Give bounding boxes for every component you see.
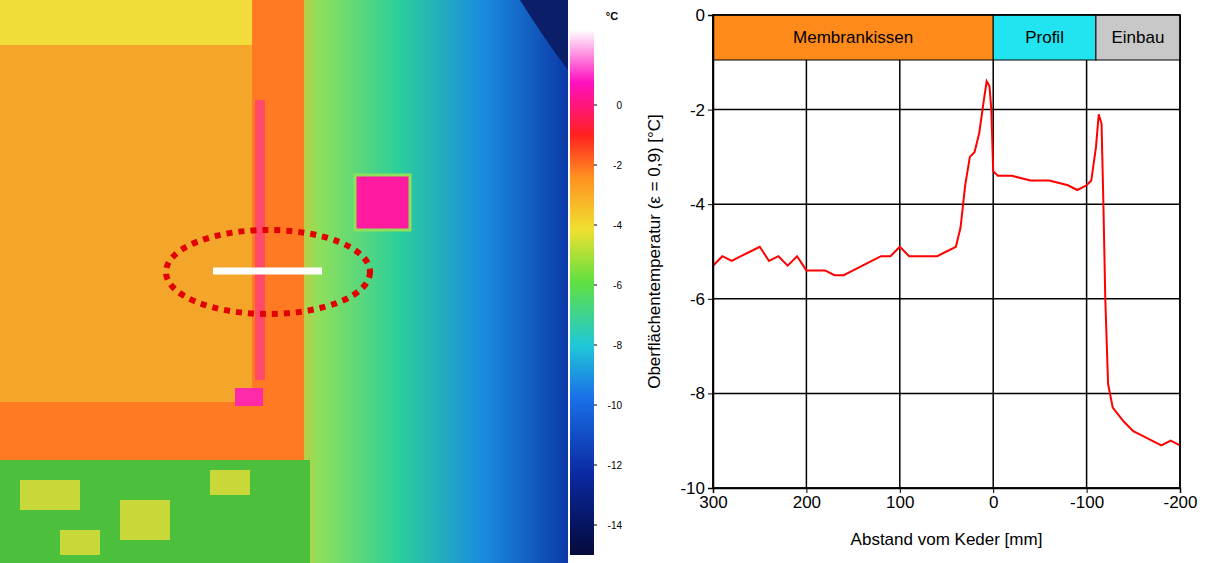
x-tick-label: 0 [989, 493, 998, 512]
y-axis: -10 -8 -6 -4 -2 0 [680, 6, 713, 498]
y-axis-title: Oberflächentemperatur (ε = 0,9) [°C] [645, 114, 664, 389]
colorbar-label: °C [606, 10, 618, 22]
colorbar-tick [594, 345, 597, 346]
thermal-patch [20, 480, 80, 510]
band [993, 15, 1096, 60]
y-tick-label: -6 [690, 290, 705, 309]
colorbar-tick [594, 225, 597, 226]
grid-line-x [1086, 15, 1088, 488]
thermal-frame-h [0, 402, 304, 460]
x-tick: -100 [1070, 488, 1104, 512]
x-tick-label: -200 [1163, 493, 1197, 512]
y-tick-label: -8 [690, 384, 705, 403]
line-chart: MembrankissenProfilEinbau3002001000-100-… [645, 6, 1198, 549]
x-axis-title: Abstand vom Keder [mm] [851, 530, 1043, 549]
y-tick-mark [708, 299, 713, 300]
x-tick: -200 [1163, 488, 1197, 512]
thermal-sensor [355, 175, 410, 230]
bands: Membrankissen Profil Einbau [713, 15, 1180, 60]
y-tick-mark [708, 15, 713, 16]
y-tick: -8 [690, 384, 713, 403]
y-axis-line [708, 16, 714, 489]
colorbar-tick-label: -12 [608, 460, 623, 471]
y-tick-label: -4 [690, 195, 705, 214]
y-tick: -4 [690, 195, 713, 214]
temperature-line [713, 81, 1180, 445]
x-axis-line [714, 489, 1181, 494]
thermal-panel [0, 45, 255, 405]
x-tick-label: 200 [793, 493, 821, 512]
colorbar-tick-label: -14 [608, 520, 623, 531]
y-tick-mark [708, 488, 713, 489]
grid-line-x [992, 15, 994, 488]
colorbar-tick [594, 405, 597, 406]
colorbar-tick [594, 105, 597, 106]
band [1096, 15, 1180, 60]
colorbar-tick-label: 0 [616, 100, 622, 111]
band-label: Profil [1025, 28, 1064, 47]
x-tick: 0 [989, 488, 998, 512]
thermal-bottom [0, 460, 310, 563]
y-tick: -2 [690, 101, 713, 120]
y-tick-label: 0 [696, 6, 705, 25]
thermal-patch [60, 530, 100, 555]
x-tick: 200 [793, 488, 821, 512]
colorbar-tick [594, 165, 597, 166]
canvas: °C 0 -2 -4 -6 -8 -10 -12 -14 Membrankissen Profil E… [0, 0, 1210, 563]
x-tick-label: 100 [886, 493, 914, 512]
x-axis: 3002001000-100-200 [699, 488, 1197, 512]
thermal-background [0, 0, 568, 563]
colorbar-tick [594, 285, 597, 286]
thermal-corner [520, 0, 568, 70]
grid-line-x [806, 15, 808, 488]
highlight-ellipse [166, 230, 370, 314]
y-tick-mark [708, 204, 713, 205]
plot-area [713, 81, 1180, 445]
colorbar-tick-label: -8 [613, 340, 622, 351]
band [713, 15, 993, 60]
x-tick: 100 [886, 488, 914, 512]
thermal-strip [255, 100, 265, 380]
thermal-patch [210, 470, 250, 495]
y-tick-label: -2 [690, 101, 705, 120]
band-label: Membrankissen [793, 28, 913, 47]
colorbar-panel [568, 0, 628, 563]
grid-line-x [899, 15, 901, 488]
plot-frame [713, 15, 1180, 488]
y-tick-mark [708, 393, 713, 394]
x-tick-label: -100 [1070, 493, 1104, 512]
profile-line [213, 268, 322, 275]
thermal-image [0, 0, 568, 563]
grid-line-y [713, 203, 1180, 205]
y-tick: -6 [690, 290, 713, 309]
thermal-corner-hot [235, 388, 263, 406]
colorbar-tick-label: -4 [613, 220, 622, 231]
band-label: Einbau [1112, 28, 1165, 47]
colorbar-tick-label: -2 [613, 160, 622, 171]
colorbar-tick [594, 465, 597, 466]
colorbar [570, 30, 594, 555]
colorbar-tick [594, 525, 597, 526]
y-tick-mark [708, 110, 713, 111]
thermal-patch [120, 500, 170, 540]
grid-line-y [713, 298, 1180, 300]
grid-line-y [713, 109, 1180, 111]
colorbar-tick-label: -10 [608, 400, 623, 411]
colorbar-tick-label: -6 [613, 280, 622, 291]
y-tick: 0 [696, 6, 713, 25]
y-tick: -10 [680, 479, 713, 498]
y-tick-label: -10 [680, 479, 705, 498]
thermal-top [0, 0, 255, 45]
